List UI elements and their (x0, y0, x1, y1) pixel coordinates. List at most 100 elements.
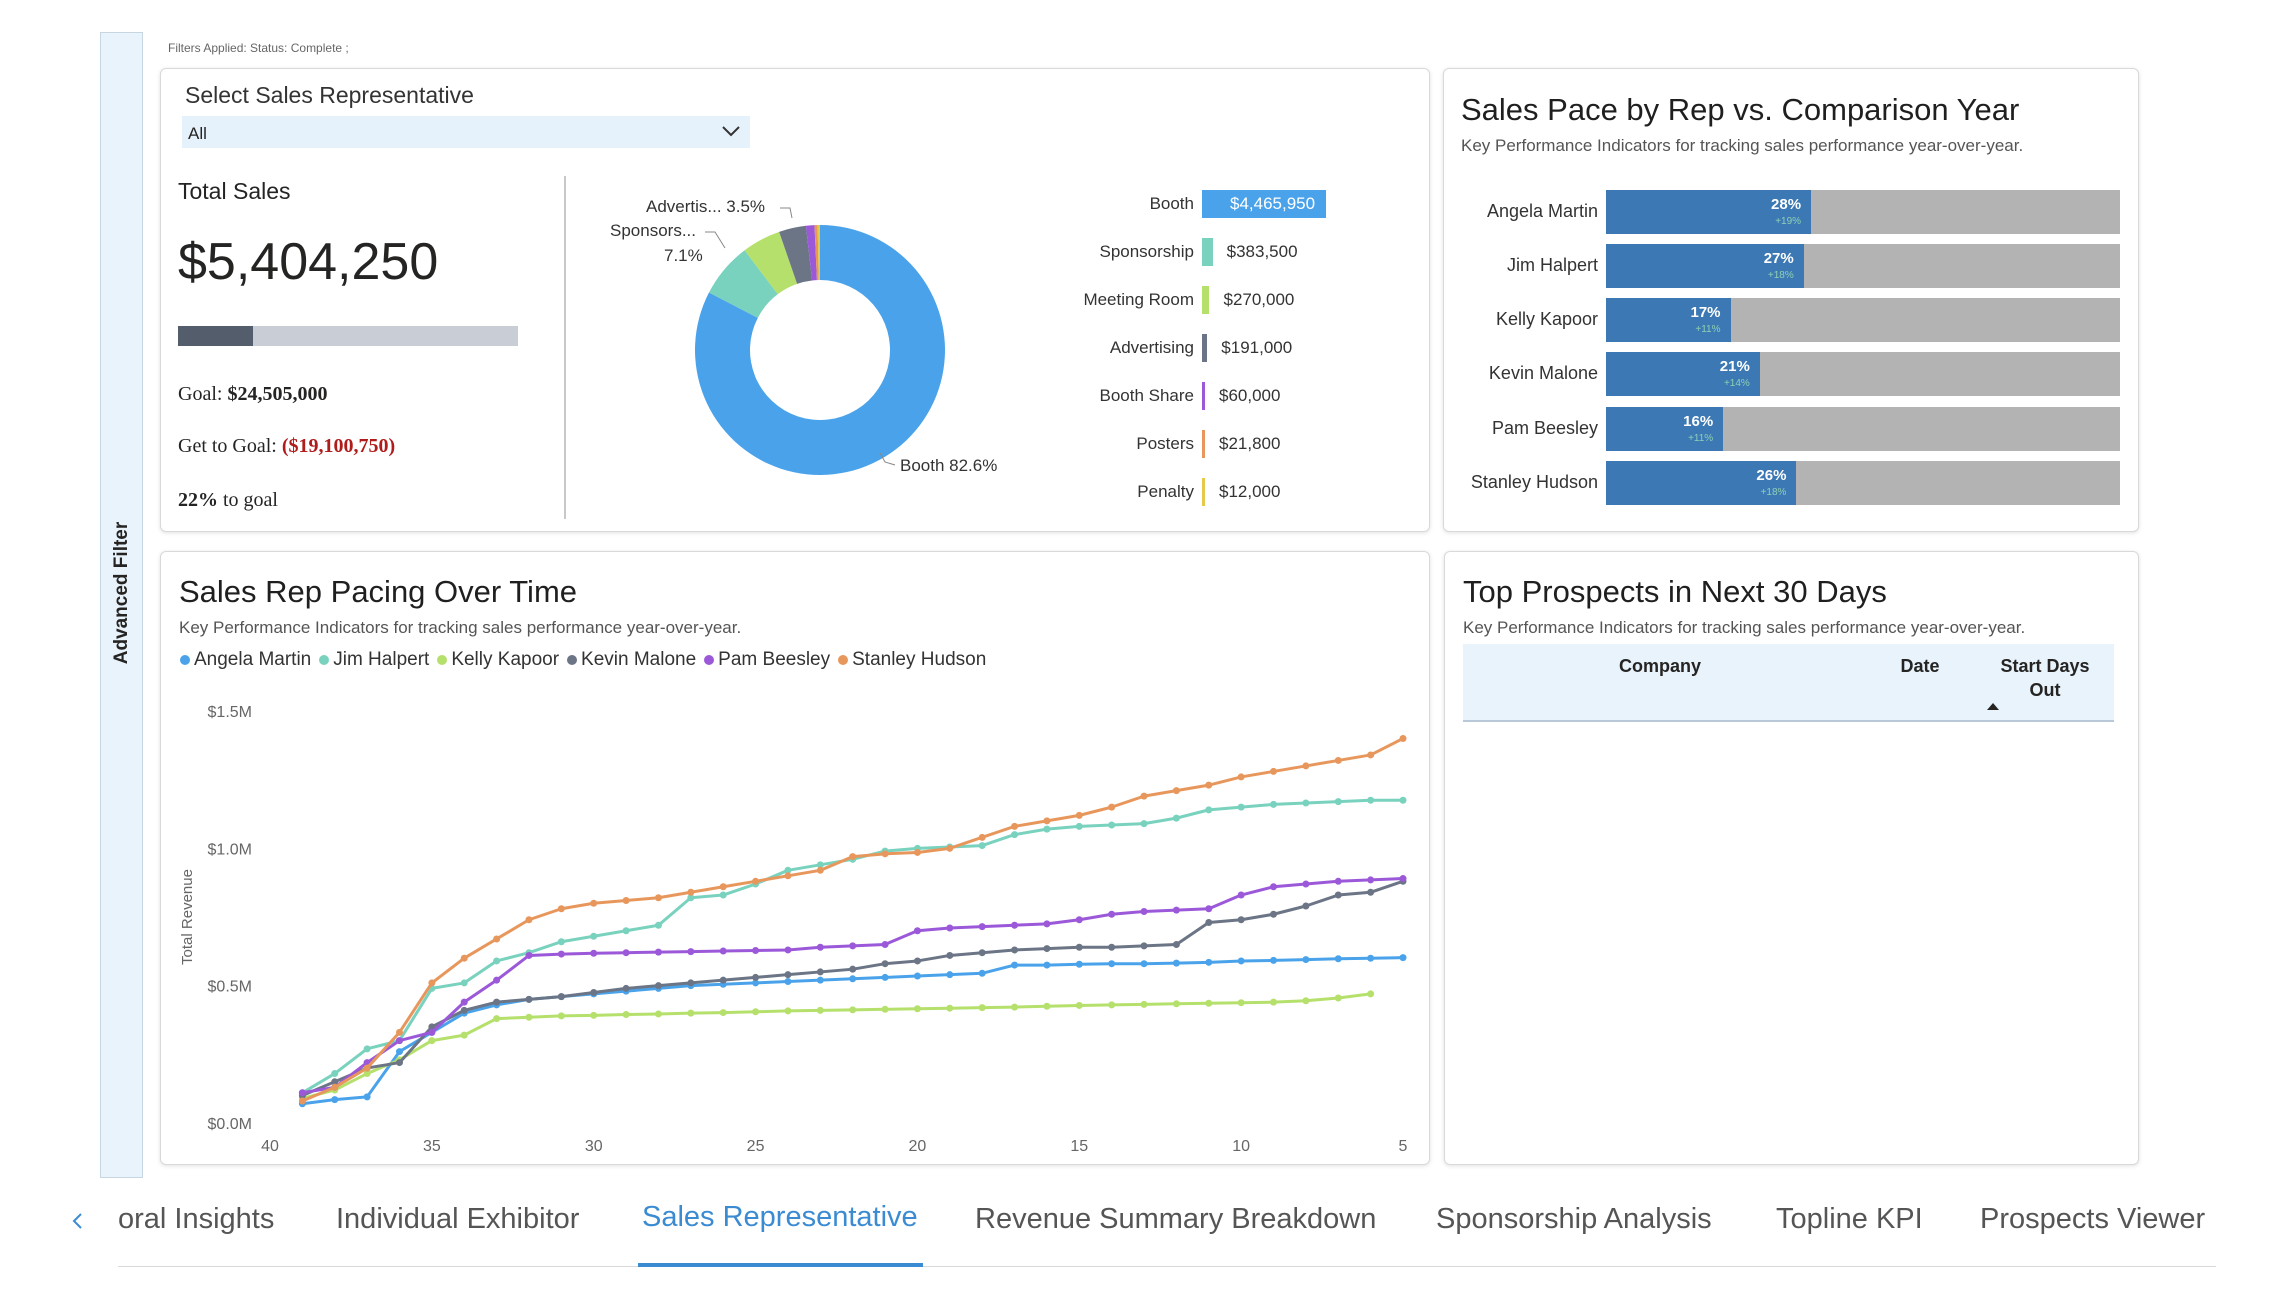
tab-oral-insights[interactable]: oral Insights (118, 1203, 275, 1235)
series-point (1205, 905, 1213, 913)
series-point (946, 1004, 954, 1012)
legend-item[interactable]: Jim Halpert (319, 649, 429, 671)
series-point (1237, 803, 1245, 811)
series-point (1140, 960, 1148, 968)
breakdown-row[interactable]: Posters $21,800 (1000, 430, 1420, 458)
series-point (1367, 876, 1375, 884)
breakdown-bar (1202, 190, 1326, 218)
tab-topline-kpi[interactable]: Topline KPI (1776, 1203, 1923, 1235)
donut-label-sponsorship-name: Sponsors... (610, 221, 696, 240)
series-point (978, 949, 986, 957)
x-tick-label: 10 (1232, 1138, 1250, 1155)
breakdown-row[interactable]: Sponsorship $383,500 (1000, 238, 1420, 266)
series-point (1011, 946, 1019, 954)
series-point (752, 979, 760, 987)
series-point (590, 899, 598, 907)
donut-slice[interactable] (805, 225, 817, 281)
select-rep-label: Select Sales Representative (185, 82, 474, 108)
x-tick-label: 25 (747, 1138, 765, 1155)
donut-slice[interactable] (708, 250, 778, 318)
series-point (428, 1037, 436, 1045)
pace-delta: +14% (1723, 378, 1750, 389)
series-point (1237, 916, 1245, 924)
series-point (493, 935, 501, 943)
series-point (913, 927, 921, 935)
pacing-line-chart[interactable]: $0.0M $0.5M $1.0M $1.5M 40 35 30 25 20 15 10 5 Total… (160, 690, 1420, 1160)
chevron-left-icon[interactable] (68, 1211, 88, 1231)
pace-fill: 21% +14% (1606, 352, 1760, 396)
revenue-type-donut[interactable] (680, 210, 960, 490)
series-point (460, 979, 468, 987)
pace-track[interactable]: 21% +14% (1606, 352, 2120, 396)
y-tick-label: $0.0M (208, 1116, 252, 1133)
chevron-down-icon (722, 126, 740, 137)
series-point (622, 927, 630, 935)
breakdown-row[interactable]: Penalty $12,000 (1000, 478, 1420, 506)
pace-track[interactable]: 17% +11% (1606, 298, 2120, 342)
series-line (301, 879, 1404, 1097)
col-header-start-days-1[interactable]: Start Days (2000, 656, 2090, 676)
tab-revenue-summary-breakdown[interactable]: Revenue Summary Breakdown (975, 1203, 1377, 1235)
donut-slice[interactable] (817, 225, 820, 281)
breakdown-bar (1202, 334, 1208, 362)
series-point (590, 1011, 598, 1019)
breakdown-row[interactable]: Booth $4,465,950 (1000, 190, 1420, 218)
series-point (849, 853, 857, 861)
donut-label-advertising: Advertis... 3.5% (646, 197, 766, 216)
breakdown-value: $60,000 (1219, 386, 1281, 405)
donut-slice[interactable] (744, 231, 798, 295)
donut-slice[interactable] (779, 225, 813, 284)
series-point (1367, 796, 1375, 804)
pace-rep-name: Kelly Kapoor (1495, 309, 1598, 329)
series-point (1108, 1001, 1116, 1009)
series-point (1011, 1003, 1019, 1011)
advanced-filter-pane[interactable]: Advanced Filter (100, 32, 143, 1178)
series-point (1367, 954, 1375, 962)
col-header-start-days-2[interactable]: Out (2029, 680, 2061, 700)
series-point (590, 989, 598, 997)
pace-track[interactable]: 28% +19% (1606, 190, 2120, 234)
series-point (784, 978, 792, 986)
pace-track[interactable]: 27% +18% (1606, 244, 2120, 288)
legend-item[interactable]: Stanley Hudson (838, 649, 986, 671)
breakdown-label: Advertising (1109, 338, 1194, 357)
series-point (849, 965, 857, 973)
series-point (493, 957, 501, 965)
series-point (493, 976, 501, 984)
pace-rep-name: Jim Halpert (1506, 255, 1598, 275)
breakdown-bar (1202, 478, 1205, 506)
series-point (752, 947, 760, 955)
tab-prospects-viewer[interactable]: Prospects Viewer (1980, 1203, 2206, 1235)
series-point (1140, 908, 1148, 916)
tab-individual-exhibitor[interactable]: Individual Exhibitor (336, 1203, 580, 1235)
pace-delta: +18% (1760, 487, 1787, 498)
series-point (881, 1005, 889, 1013)
series-point (1237, 773, 1245, 781)
rep-select-value: All (188, 124, 207, 143)
col-header-company[interactable]: Company (1618, 656, 1701, 676)
rep-select-dropdown[interactable]: All (182, 116, 750, 148)
legend-item[interactable]: Angela Martin (180, 649, 311, 671)
col-header-date[interactable]: Date (1900, 656, 1940, 676)
sort-ascending-icon[interactable] (1986, 700, 2000, 712)
pace-track[interactable]: 26% +18% (1606, 461, 2120, 505)
legend-item[interactable]: Pam Beesley (704, 649, 830, 671)
tab-sales-representative[interactable]: Sales Representative (642, 1201, 918, 1233)
donut-slice[interactable] (695, 225, 945, 475)
series-point (525, 1013, 533, 1021)
pace-track[interactable]: 16% +11% (1606, 407, 2120, 451)
pct-to-goal-value: 22% (178, 489, 218, 511)
breakdown-value: $270,000 (1223, 290, 1295, 309)
legend-item[interactable]: Kevin Malone (567, 649, 696, 671)
breakdown-row[interactable]: Booth Share $60,000 (1000, 382, 1420, 410)
legend-item[interactable]: Kelly Kapoor (437, 649, 559, 671)
breakdown-row[interactable]: Advertising $191,000 (1000, 334, 1420, 362)
x-tick-label: 5 (1399, 1138, 1408, 1155)
series-point (913, 957, 921, 965)
filters-applied-text: Filters Applied: Status: Complete ; (168, 41, 349, 55)
donut-slice[interactable] (814, 225, 819, 281)
series-point (1237, 999, 1245, 1007)
tab-sponsorship-analysis[interactable]: Sponsorship Analysis (1436, 1203, 1712, 1235)
breakdown-row[interactable]: Meeting Room $270,000 (1000, 286, 1420, 314)
pace-rep-name: Kevin Malone (1488, 363, 1598, 383)
